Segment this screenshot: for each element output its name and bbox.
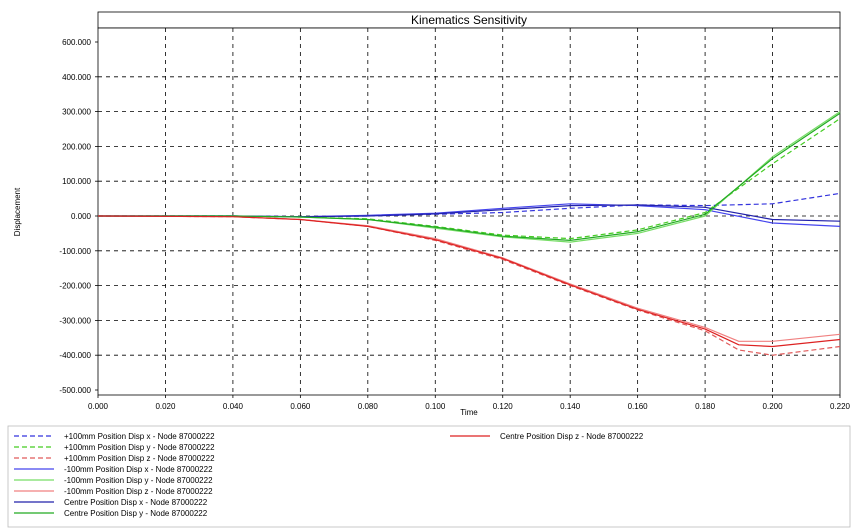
y-tick-label: -200.000 <box>59 282 91 291</box>
y-tick-label: 600.000 <box>62 38 91 47</box>
grid-lines <box>98 28 840 395</box>
x-tick-label: 0.140 <box>560 402 581 411</box>
legend-label-6: Centre Position Disp x - Node 87000222 <box>64 498 208 507</box>
x-axis-label: Time <box>460 408 478 417</box>
y-tick-label: -400.000 <box>59 351 91 360</box>
x-tick-label: 0.040 <box>223 402 244 411</box>
x-tick-label: 0.120 <box>493 402 514 411</box>
y-tick-label: 300.000 <box>62 108 91 117</box>
y-tick-label: -300.000 <box>59 316 91 325</box>
y-tick-label: -100.000 <box>59 247 91 256</box>
legend-box <box>7 425 851 528</box>
legend-label-8: Centre Position Disp z - Node 87000222 <box>500 432 644 441</box>
legend-label-4: -100mm Position Disp y - Node 87000222 <box>64 476 213 485</box>
y-tick-label: -500.000 <box>59 386 91 395</box>
y-axis-label: Displacement <box>13 187 22 236</box>
axes: 0.000 0.020 0.040 0.060 0.080 0.100 0.120 0.140… <box>59 38 850 411</box>
legend-label-2: +100mm Position Disp z - Node 87000222 <box>64 454 215 463</box>
x-tick-label: 0.080 <box>358 402 379 411</box>
series-line-8 <box>97 215 841 348</box>
legend-label-7: Centre Position Disp y - Node 87000222 <box>64 509 208 518</box>
y-tick-label: 200.000 <box>62 142 91 151</box>
legend-label-0: +100mm Position Disp x - Node 87000222 <box>64 432 215 441</box>
series-lines <box>97 111 841 356</box>
x-tick-label: 0.200 <box>763 402 784 411</box>
x-tick-label: 0.160 <box>628 402 649 411</box>
chart-title: Kinematics Sensitivity <box>411 13 527 27</box>
legend-label-3: -100mm Position Disp x - Node 87000222 <box>64 465 213 474</box>
legend-label-1: +100mm Position Disp y - Node 87000222 <box>64 443 215 452</box>
x-tick-label: 0.100 <box>425 402 446 411</box>
y-tick-label: 400.000 <box>62 73 91 82</box>
x-tick-label: 0.060 <box>290 402 311 411</box>
x-tick-label: 0.020 <box>155 402 176 411</box>
x-tick-label: 0.000 <box>88 402 109 411</box>
x-tick-label: 0.180 <box>695 402 716 411</box>
series-line-7 <box>98 112 841 241</box>
legend-label-5: -100mm Position Disp z - Node 87000222 <box>64 487 213 496</box>
x-tick-label: 0.220 <box>830 402 851 411</box>
series-line-2 <box>97 215 841 356</box>
y-tick-label: 0.000 <box>71 212 92 221</box>
legend: +100mm Position Disp x - Node 87000222 +1… <box>14 432 644 518</box>
y-tick-label: 100.000 <box>62 177 91 186</box>
